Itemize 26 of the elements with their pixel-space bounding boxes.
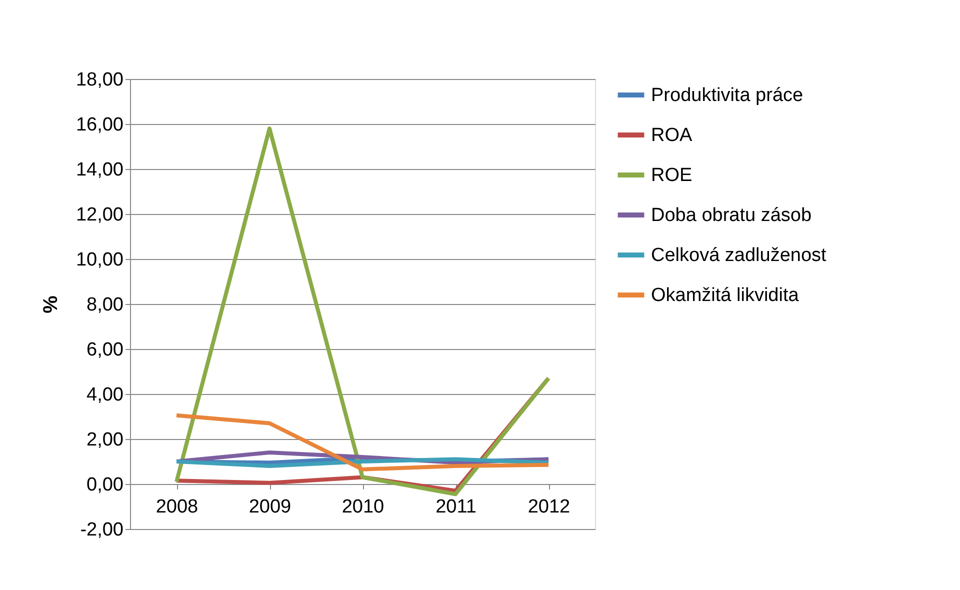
legend-label: ROA	[651, 125, 692, 146]
legend-label: Celková zadluženost	[651, 245, 828, 266]
legend-label: Okamžitá likvidita	[651, 285, 800, 306]
y-tick-label: 0,00	[86, 474, 124, 496]
x-tick-label: 2008	[156, 496, 198, 518]
y-tick-label: 12,00	[76, 204, 124, 226]
y-tick-label: 2,00	[86, 430, 124, 450]
x-tick-label: 2009	[248, 496, 292, 518]
x-tick-label: 2010	[342, 496, 384, 518]
y-tick-label: 14,00	[76, 160, 124, 180]
y-tick-label: 8,00	[86, 294, 124, 316]
x-tick-label: 2011	[436, 496, 476, 518]
line-series	[174, 413, 550, 472]
legend-label: Doba obratu zásob	[651, 205, 812, 226]
x-tick-label: 2012	[528, 496, 570, 518]
y-axis-title: %	[40, 295, 62, 314]
legend-label: ROE	[651, 165, 692, 186]
y-tick-label: 10,00	[76, 250, 124, 270]
y-tick-label: 18,00	[76, 70, 124, 90]
y-tick-label: 4,00	[86, 384, 124, 406]
y-tick-label: -2,00	[80, 520, 124, 540]
legend-label: Produktivita práce	[651, 85, 804, 106]
line-series	[174, 457, 550, 468]
y-tick-label: 6,00	[86, 340, 124, 360]
y-tick-label: 16,00	[76, 114, 124, 136]
line-series	[174, 126, 550, 496]
